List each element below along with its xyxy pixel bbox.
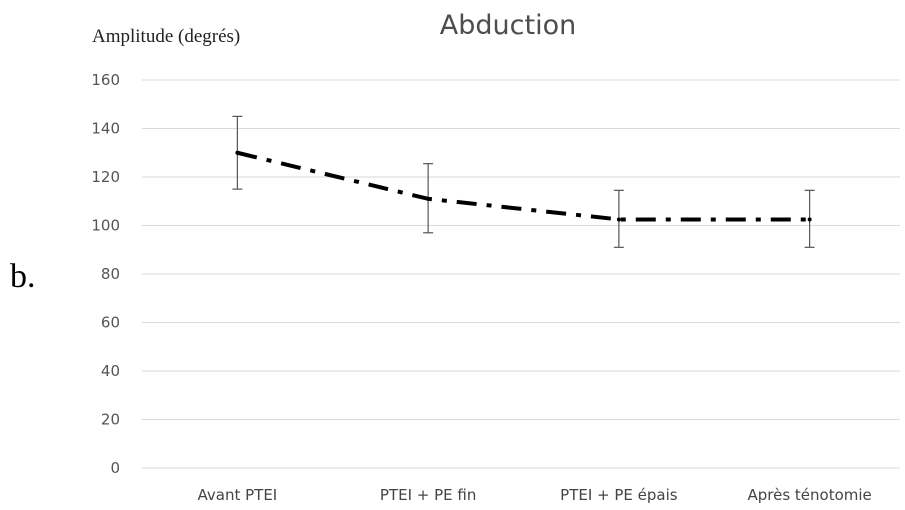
data-point bbox=[616, 217, 621, 222]
gridlines bbox=[142, 79, 900, 469]
data-point bbox=[426, 196, 431, 201]
y-tick-label: 0 bbox=[110, 459, 120, 477]
y-tick-label: 20 bbox=[101, 411, 120, 429]
x-category-label: Avant PTEI bbox=[198, 486, 278, 504]
x-category-label: PTEI + PE épais bbox=[560, 486, 678, 504]
series-line bbox=[236, 150, 810, 222]
y-tick-labels: 0 20 40 60 80 100 120 140 160 bbox=[91, 71, 120, 477]
y-tick-label: 60 bbox=[101, 314, 120, 332]
y-tick-label: 100 bbox=[91, 217, 120, 235]
x-category-labels: Avant PTEI PTEI + PE fin PTEI + PE épais Ap… bbox=[198, 486, 872, 504]
x-category-label: Après ténotomie bbox=[747, 486, 871, 504]
chart-title: Abduction bbox=[439, 10, 577, 41]
data-point bbox=[807, 217, 812, 222]
y-tick-label: 80 bbox=[101, 265, 120, 283]
panel-label: b. bbox=[10, 258, 36, 295]
y-axis-label: Amplitude (degrés) bbox=[92, 26, 241, 47]
series-lines bbox=[235, 150, 812, 222]
error-bars bbox=[232, 115, 815, 248]
y-tick-label: 40 bbox=[101, 362, 120, 380]
y-tick-label: 140 bbox=[91, 120, 120, 138]
x-category-label: PTEI + PE fin bbox=[380, 486, 476, 504]
y-tick-label: 160 bbox=[91, 71, 120, 89]
data-point bbox=[235, 150, 240, 155]
y-tick-label: 120 bbox=[91, 168, 120, 186]
